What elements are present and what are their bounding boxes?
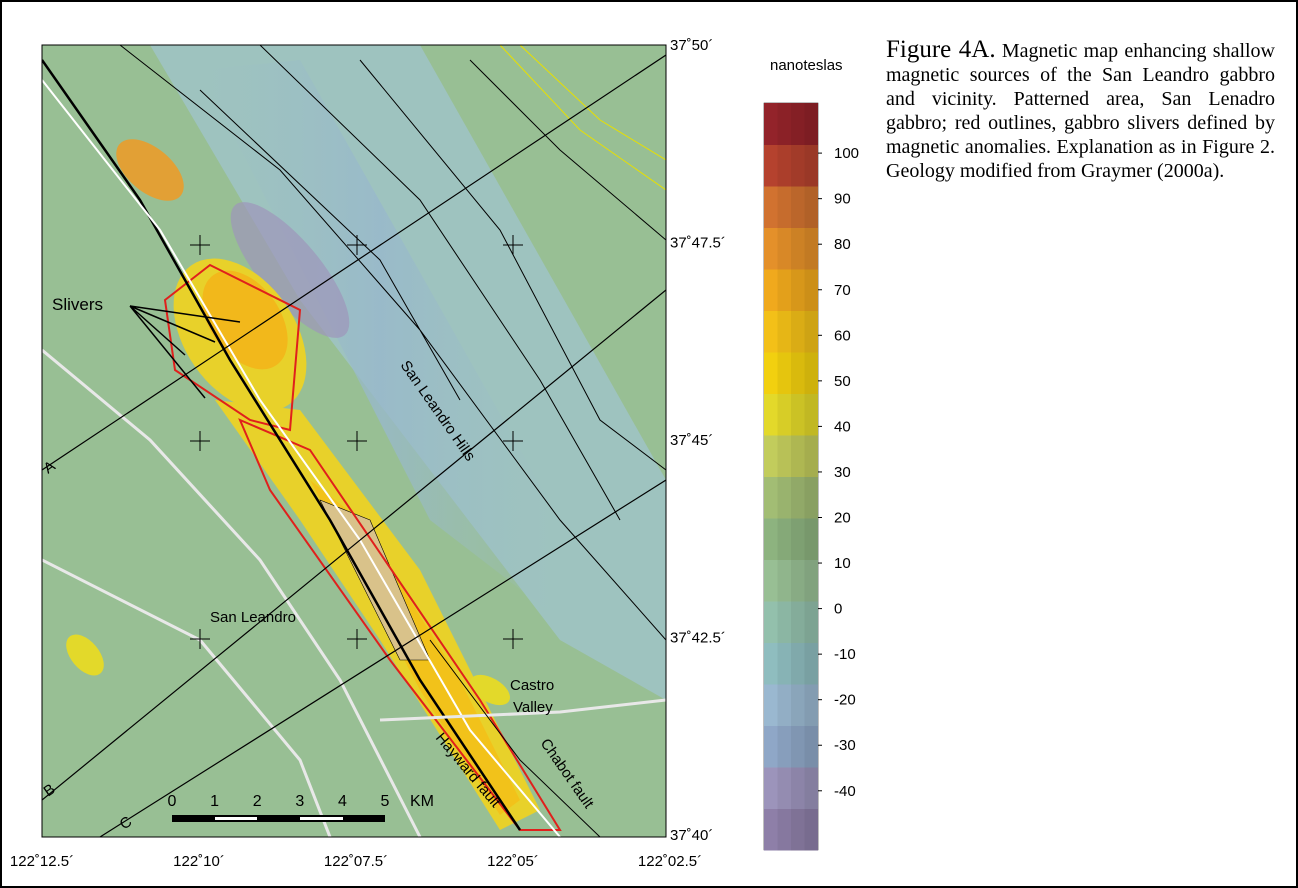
colorbar-tick-label: 90 xyxy=(834,191,851,208)
colorbar-shade xyxy=(791,311,805,353)
colorbar-tick-label: -20 xyxy=(834,692,856,709)
colorbar-shade xyxy=(791,228,805,270)
colorbar-tick-label: -40 xyxy=(834,783,856,800)
colorbar-shade xyxy=(778,435,792,477)
colorbar-shade xyxy=(805,269,819,311)
colorbar-shade xyxy=(791,601,805,643)
colorbar-tick-label: 100 xyxy=(834,145,859,162)
colorbar-shade xyxy=(778,601,792,643)
lat-label: 37˚50´ xyxy=(670,37,713,54)
colorbar-tick-label: 40 xyxy=(834,418,851,435)
scale-bar-segment xyxy=(215,817,257,820)
colorbar-shade xyxy=(805,684,819,726)
colorbar-tick-label: 20 xyxy=(834,509,851,526)
place-label: San Leandro xyxy=(210,609,296,626)
colorbar-shade xyxy=(791,809,805,851)
colorbar-shade xyxy=(791,767,805,809)
colorbar-shade xyxy=(805,809,819,851)
colorbar-shade xyxy=(791,684,805,726)
place-label: Castro xyxy=(510,677,554,694)
colorbar-shade xyxy=(805,518,819,560)
caption: Figure 4A. Magnetic map enhancing shallo… xyxy=(886,38,1275,183)
colorbar-shade xyxy=(778,560,792,602)
colorbar-shade xyxy=(791,643,805,685)
scale-unit: KM xyxy=(410,793,434,810)
colorbar-shade xyxy=(805,767,819,809)
scale-label: 2 xyxy=(253,793,262,810)
colorbar-shade xyxy=(791,477,805,519)
colorbar-shade xyxy=(778,186,792,228)
lon-label: 122˚12.5´ xyxy=(10,853,74,870)
colorbar-tick-label: 80 xyxy=(834,236,851,253)
colorbar-shade xyxy=(805,726,819,768)
colorbar-shade xyxy=(791,435,805,477)
lon-label: 122˚07.5´ xyxy=(324,853,388,870)
lat-label: 37˚42.5´ xyxy=(670,630,726,647)
colorbar-shade xyxy=(805,435,819,477)
colorbar-tick-label: 70 xyxy=(834,282,851,299)
colorbar-shade xyxy=(791,352,805,394)
colorbar-shade xyxy=(791,186,805,228)
colorbar-tick-label: 50 xyxy=(834,373,851,390)
colorbar-shade xyxy=(805,477,819,519)
colorbar-shade xyxy=(805,394,819,436)
colorbar-tick-label: 10 xyxy=(834,555,851,572)
colorbar-shade xyxy=(805,352,819,394)
colorbar-shade xyxy=(805,560,819,602)
colorbar-tick-label: -10 xyxy=(834,646,856,663)
colorbar-shade xyxy=(778,352,792,394)
colorbar-shade xyxy=(778,643,792,685)
map: Slivers San Leandro Hills San Leandro Ca… xyxy=(41,45,666,837)
colorbar-shade xyxy=(791,269,805,311)
colorbar-shade xyxy=(791,560,805,602)
scale-label: 1 xyxy=(210,793,219,810)
lat-label: 37˚47.5´ xyxy=(670,235,726,252)
colorbar-shade xyxy=(778,809,792,851)
lat-label: 37˚45´ xyxy=(670,432,713,449)
scale-label: 0 xyxy=(168,793,177,810)
scale-label: 5 xyxy=(381,793,390,810)
lon-label: 122˚02.5´ xyxy=(638,853,702,870)
colorbar-shade xyxy=(778,145,792,187)
caption-label: Figure 4A. xyxy=(886,36,996,63)
colorbar-tick-label: 60 xyxy=(834,327,851,344)
colorbar-shade xyxy=(778,684,792,726)
colorbar-tick-label: -30 xyxy=(834,737,856,754)
colorbar-shade xyxy=(778,518,792,560)
colorbar-shade xyxy=(778,103,792,145)
colorbar-shade xyxy=(791,103,805,145)
colorbar-shade xyxy=(791,518,805,560)
place-label: Valley xyxy=(513,699,553,716)
colorbar-shade xyxy=(791,726,805,768)
colorbar-shade xyxy=(805,186,819,228)
colorbar-shade xyxy=(805,643,819,685)
colorbar-shade xyxy=(791,394,805,436)
scale-bar-segment xyxy=(300,817,343,820)
colorbar-shade xyxy=(805,145,819,187)
colorbar-title: nanoteslas xyxy=(770,57,843,74)
colorbar-shade xyxy=(778,269,792,311)
colorbar-shade xyxy=(778,228,792,270)
colorbar-shade xyxy=(805,311,819,353)
colorbar-shade xyxy=(805,228,819,270)
colorbar-tick-label: 0 xyxy=(834,601,842,618)
lon-label: 122˚05´ xyxy=(487,853,539,870)
colorbar-shade xyxy=(778,311,792,353)
colorbar-shade xyxy=(805,103,819,145)
colorbar-shade xyxy=(778,726,792,768)
scale-label: 3 xyxy=(295,793,304,810)
scale-bar-body xyxy=(172,815,385,822)
colorbar-shade xyxy=(805,601,819,643)
colorbar-tick-label: 30 xyxy=(834,464,851,481)
place-label: Slivers xyxy=(52,295,103,314)
colorbar-shade xyxy=(778,767,792,809)
colorbar-shade xyxy=(778,477,792,519)
lon-label: 122˚10´ xyxy=(173,853,225,870)
colorbar-shade xyxy=(791,145,805,187)
scale-label: 4 xyxy=(338,793,347,810)
colorbar-shade xyxy=(778,394,792,436)
lat-label: 37˚40´ xyxy=(670,827,713,844)
